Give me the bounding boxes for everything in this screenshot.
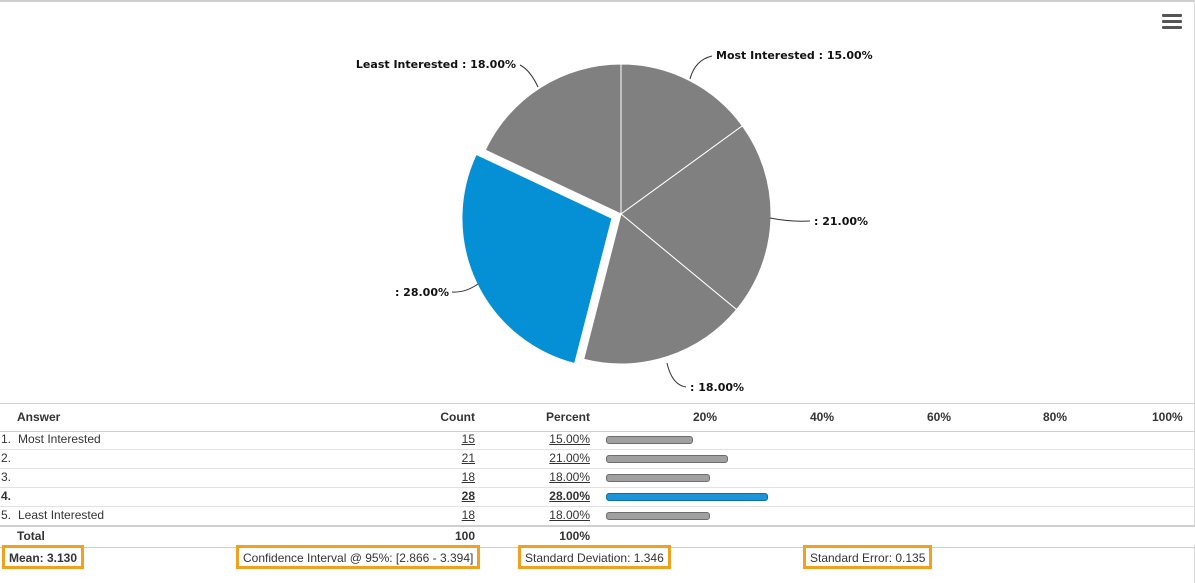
row-count-link[interactable]: 18: [461, 508, 475, 522]
pie-label-connector: [769, 217, 811, 222]
pie-slice-label: : 18.00%: [690, 381, 744, 394]
row-index: 2.: [1, 451, 12, 465]
pie-slice-label: : 28.00%: [395, 286, 449, 299]
pie-slice[interactable]: [583, 213, 738, 365]
total-percent: 100%: [559, 529, 590, 543]
table-row: 4. 28 28.00%: [0, 487, 1195, 507]
row-index: 5.: [1, 508, 12, 522]
total-count: 100: [454, 529, 475, 543]
scale-20: 20%: [693, 410, 718, 424]
pie-slice-label: Least Interested : 18.00%: [356, 58, 516, 71]
hamburger-menu-icon[interactable]: [1162, 14, 1182, 30]
row-percent-link[interactable]: 15.00%: [549, 432, 590, 446]
total-label: Total: [17, 529, 45, 543]
pie-label-connector: [451, 283, 479, 293]
pie-label-connector: [689, 55, 713, 80]
percent-header: Percent: [545, 410, 590, 424]
scale-60: 60%: [927, 410, 952, 424]
table-row: 2. 21 21.00%: [0, 449, 1195, 469]
pie-label-connector: [519, 64, 539, 88]
row-bar: [606, 474, 711, 482]
row-bar: [606, 436, 693, 444]
row-answer: Most Interested: [18, 432, 101, 446]
scale-80: 80%: [1043, 410, 1068, 424]
answer-header: Answer: [17, 410, 61, 424]
row-percent-link[interactable]: 18.00%: [549, 508, 590, 522]
standard-error-stat: Standard Error: 0.135: [803, 545, 933, 569]
scale-40: 40%: [810, 410, 835, 424]
row-bar: [606, 455, 728, 463]
scale-100: 100%: [1152, 410, 1183, 424]
row-count-link[interactable]: 15: [461, 432, 475, 446]
pie-slice[interactable]: [461, 153, 613, 365]
row-answer: Least Interested: [18, 508, 105, 522]
row-bar: [606, 493, 769, 501]
confidence-interval-stat: Confidence Interval @ 95%: [2.866 - 3.39…: [236, 545, 481, 569]
table-row: 5. Least Interested 18 18.00%: [0, 506, 1195, 526]
pie-chart: Most Interested : 15.00% : 21.00% : 18.00%…: [356, 49, 873, 394]
count-header: Count: [440, 410, 475, 424]
pie-slice[interactable]: [620, 63, 744, 215]
pie-slice[interactable]: [484, 63, 622, 215]
pie-label-connector: [666, 362, 687, 388]
row-count-link[interactable]: 18: [461, 470, 475, 484]
top-border: [0, 0, 1195, 2]
table-header: Answer Count Percent 20% 40% 60% 80% 100…: [0, 403, 1195, 432]
row-index: 4.: [1, 489, 12, 503]
row-count-link[interactable]: 21: [461, 451, 475, 465]
row-count-link[interactable]: 28: [461, 489, 475, 503]
pie-slice-label: : 21.00%: [814, 215, 868, 228]
table-row: 1. Most Interested 15 15.00%: [0, 430, 1195, 450]
mean-stat: Mean: 3.130: [2, 545, 85, 569]
row-percent-link[interactable]: 18.00%: [549, 470, 590, 484]
standard-deviation-stat: Standard Deviation: 1.346: [518, 545, 671, 569]
row-percent-link[interactable]: 28.00%: [549, 489, 590, 503]
row-index: 1.: [1, 432, 12, 446]
total-row: Total 100 100%: [0, 525, 1195, 545]
pie-slice-label: Most Interested : 15.00%: [716, 49, 873, 62]
pie-slice[interactable]: [620, 125, 772, 311]
table-row: 3. 18 18.00%: [0, 468, 1195, 488]
row-percent-link[interactable]: 21.00%: [549, 451, 590, 465]
row-bar: [606, 512, 711, 520]
row-index: 3.: [1, 470, 12, 484]
